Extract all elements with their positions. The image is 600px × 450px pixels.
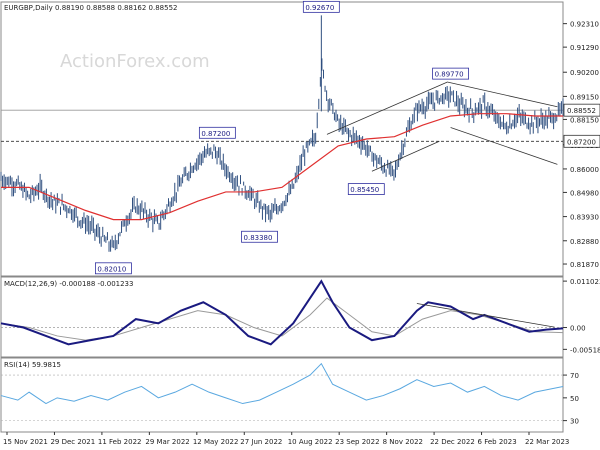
annotation-label: 0.89770	[435, 71, 464, 79]
panel-frame-1	[0, 1, 564, 277]
macd-trendline	[416, 303, 555, 328]
panel-frame-3	[0, 357, 564, 433]
macd-y-tick-label: 0.00	[570, 325, 586, 333]
annotation-label: 0.85450	[350, 186, 379, 194]
annotation-box	[95, 262, 132, 275]
x-tick-label: 12 May 2022	[193, 438, 239, 446]
moving-average-line	[1, 113, 563, 221]
rsi-label: RSI(14) 59.9815	[4, 361, 61, 369]
macd-y-tick-label: 0.011023	[570, 278, 600, 286]
x-tick-label: 8 Nov 2022	[383, 438, 423, 446]
annotation-box	[302, 0, 340, 13]
current-price-box	[563, 103, 600, 117]
annotation-box	[432, 67, 470, 80]
x-tick-label: 15 Nov 2021	[3, 438, 48, 446]
macd-y-tick-label: -0.005182	[570, 346, 600, 354]
annotation-label: 0.92670	[305, 4, 334, 12]
watermark: ActionForex.com	[60, 51, 210, 72]
price-bars	[0, 58, 564, 252]
annotation-label: 0.82010	[97, 265, 126, 273]
x-tick-label: 29 Mar 2022	[145, 438, 189, 446]
annotation-box	[347, 183, 385, 195]
chart-header: EURGBP,Daily 0.88190 0.88588 0.88162 0.8…	[4, 4, 177, 12]
annotation-box	[198, 126, 236, 139]
price-y-tick-label: 0.83930	[570, 214, 599, 222]
rsi-y-tick-label: 70	[570, 372, 579, 380]
rsi-y-tick-label: 50	[570, 395, 579, 403]
price-y-tick-label: 0.89150	[570, 93, 599, 101]
price-y-tick-label: 0.90200	[570, 69, 599, 77]
rsi-line	[0, 362, 564, 405]
wedge-line-1	[447, 81, 558, 108]
price-y-tick-label: 0.88150	[570, 116, 599, 124]
wedge-line-2	[450, 127, 558, 165]
price-y-tick-label: 0.92310	[570, 21, 599, 29]
rsi-y-tick-label: 30	[570, 418, 579, 426]
macd-label: MACD(12,26,9) -0.000188 -0.001233	[4, 280, 133, 288]
x-tick-label: 29 Dec 2021	[50, 438, 95, 446]
x-tick-label: 10 Aug 2022	[288, 438, 333, 446]
x-tick-label: 6 Feb 2023	[478, 438, 517, 446]
price-y-tick-label: 0.91290	[570, 44, 599, 52]
macd-line	[0, 279, 564, 346]
x-tick-label: 22 Dec 2022	[430, 438, 475, 446]
support-box	[563, 134, 600, 148]
x-tick-label: 23 Sep 2022	[335, 438, 379, 446]
current-price-label: 0.88552	[567, 107, 596, 115]
x-tick-label: 22 Mar 2023	[525, 438, 569, 446]
price-y-tick-label: 0.82880	[570, 238, 599, 246]
annotation-box	[241, 230, 278, 243]
channel-line-1	[326, 81, 448, 135]
annotation-label: 0.83380	[244, 234, 273, 242]
price-y-tick-label: 0.86000	[570, 166, 599, 174]
x-tick-label: 11 Feb 2022	[98, 438, 142, 446]
support-label: 0.87200	[567, 138, 596, 146]
price-y-tick-label: 0.81870	[570, 261, 599, 269]
price-y-tick-label: 0.84980	[570, 189, 599, 197]
x-tick-label: 27 Jun 2022	[240, 438, 282, 446]
channel-line-2	[371, 140, 440, 172]
annotation-label: 0.87200	[201, 130, 230, 138]
